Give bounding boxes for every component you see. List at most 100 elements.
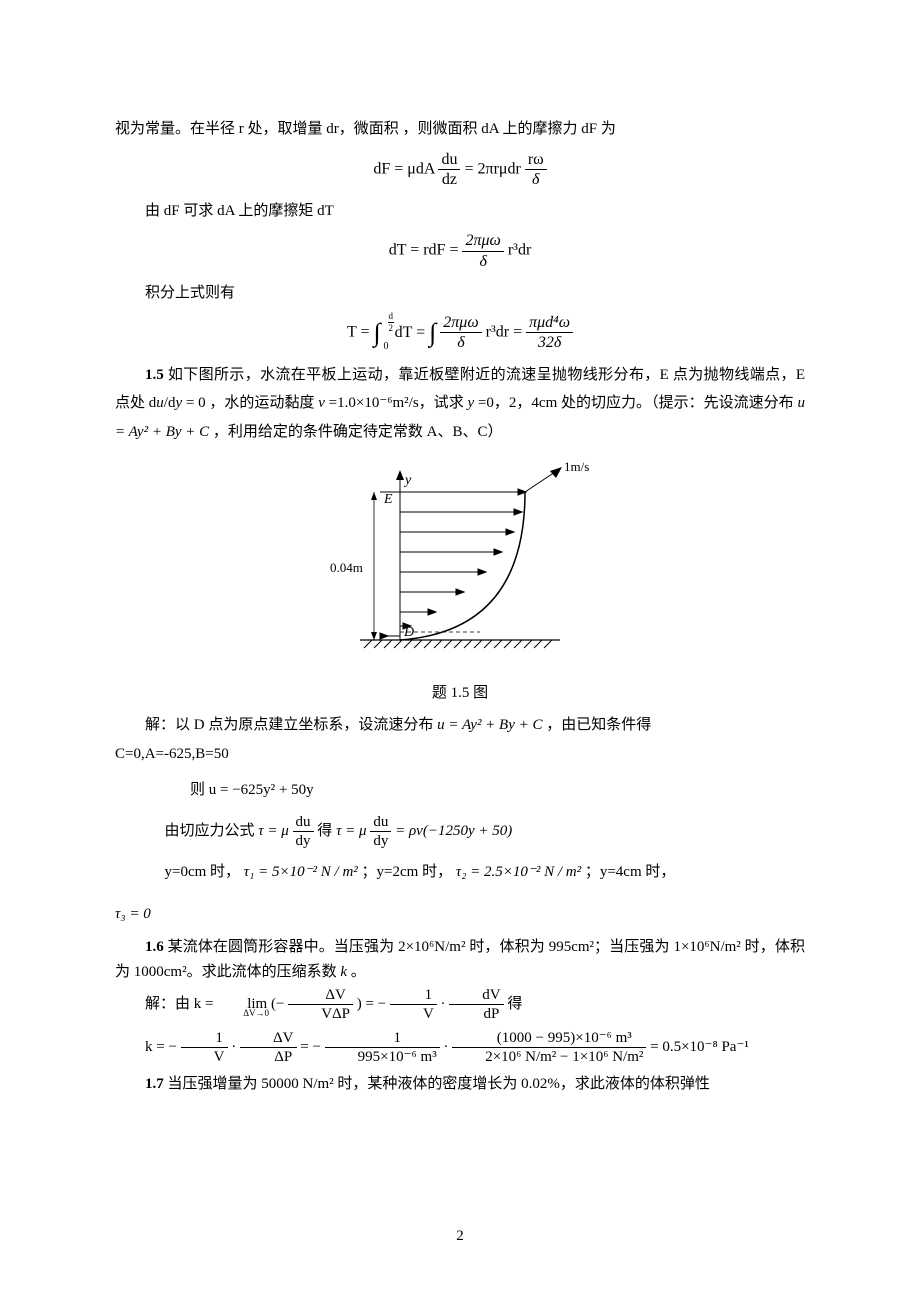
frac-num: du — [293, 813, 314, 832]
var-k: k — [337, 964, 351, 980]
frac-num: dV — [449, 986, 503, 1005]
frac-num: πμd⁴ω — [526, 313, 573, 333]
frac-num: du — [370, 813, 391, 832]
text: /d — [164, 395, 176, 411]
frac-den: δ — [462, 252, 503, 271]
text: ，利用给定的条件确定待定常数 A、B、C） — [213, 424, 503, 440]
text: =0，2，4cm 处的切应力。（提示：先设流速分布 — [474, 395, 794, 411]
frac-den: δ — [440, 333, 481, 352]
p15-body: 1.5 如下图所示，水流在平板上运动，靠近板壁附近的流速呈抛物线形分布，E 点为… — [115, 361, 805, 447]
eq-text: T = — [347, 324, 374, 341]
frac: du dz — [438, 150, 460, 189]
frac-num: ΔV — [240, 1029, 296, 1048]
text: 某流体在圆筒形容器中。当压强为 2×10⁶N/m² 时，体积为 995cm²；当… — [115, 939, 805, 981]
eq-text: r³dr = — [486, 324, 526, 341]
p16-sol-2: k = − 1 V · ΔV ΔP = − 1 995×10⁻⁶ m³ · (1… — [115, 1029, 805, 1066]
text: ，由已知条件得 — [546, 717, 651, 733]
intro-line1: 视为常量。在半径 r 处，取增量 dr，微面积 ，则微面积 dA 上的摩擦力 d… — [115, 115, 805, 144]
label-E: E — [383, 492, 393, 507]
frac-den: dz — [438, 170, 460, 189]
eq-text: = 2πrμdr — [464, 160, 520, 177]
frac-den: 2×10⁶ N/m² − 1×10⁶ N/m² — [452, 1048, 646, 1066]
dot: · — [231, 1039, 236, 1055]
frac: du dy — [370, 813, 391, 850]
eq-text: τ = μ — [336, 823, 367, 839]
page: 视为常量。在半径 r 处，取增量 dr，微面积 ，则微面积 dA 上的摩擦力 d… — [0, 0, 920, 1302]
eq-text: r³dr — [508, 242, 531, 259]
problem-number: 1.5 — [145, 367, 164, 383]
text: 解：由 k = — [145, 996, 217, 1012]
frac: dV dP — [449, 986, 503, 1023]
frac: 1 995×10⁻⁶ m³ — [325, 1029, 440, 1066]
dot: · — [441, 996, 446, 1012]
frac-num: ΔV — [288, 986, 353, 1005]
label-speed: 1m/s — [564, 459, 589, 474]
eq-text: k = − — [145, 1039, 177, 1055]
text: y=0cm 时， — [165, 864, 241, 880]
eq-text: τ₂ = 2.5×10⁻² N / m² — [456, 864, 585, 880]
frac-num: 2πμω — [440, 313, 481, 333]
text: 解：以 D 点为原点建立坐标系，设流速分布 — [145, 717, 433, 733]
p16-body: 1.6 某流体在圆筒形容器中。当压强为 2×10⁶N/m² 时，体积为 995c… — [115, 935, 805, 986]
frac-den: dy — [370, 832, 391, 850]
int-lower: 0 — [384, 341, 389, 353]
frac-den: 995×10⁻⁶ m³ — [325, 1048, 440, 1066]
var-nu: ν — [314, 395, 324, 411]
eq-text: = ρν(−1250y + 50) — [395, 823, 512, 839]
p15-tau3: τ₃ = 0 — [115, 900, 805, 929]
eq-text: = − — [300, 1039, 321, 1055]
eq-dF: dF = μdA du dz = 2πrμdr rω δ — [115, 150, 805, 189]
page-number: 2 — [0, 1222, 920, 1251]
frac: rω δ — [525, 150, 547, 189]
frac-num: (1000 − 995)×10⁻⁶ m³ — [452, 1029, 646, 1048]
p15-sol-1: 解：以 D 点为原点建立坐标系，设流速分布 u = Ay² + By + C ，… — [115, 711, 805, 740]
frac: 2πμω δ — [462, 231, 503, 270]
text: =1.0×10⁻⁶m²/s，试求 — [325, 395, 468, 411]
dot: · — [443, 1039, 448, 1055]
text: 由切应力公式 — [165, 823, 255, 839]
eq-text: dF = μdA — [373, 160, 434, 177]
problem-number: 1.6 — [145, 939, 164, 955]
label-y: y — [403, 473, 412, 488]
velocity-profile-svg: 1m/s y E D 0.04m — [310, 456, 610, 666]
frac-den: dP — [449, 1005, 503, 1023]
frac-den: dy — [293, 832, 314, 850]
eq-text: τ₃ = 0 — [115, 906, 151, 922]
eq-text: τ₁ = 5×10⁻² N / m² — [244, 864, 362, 880]
figure-caption: 题 1.5 图 — [115, 679, 805, 708]
text: 。 — [351, 964, 366, 980]
eq-text: (− — [271, 996, 284, 1012]
frac-num: d — [388, 311, 395, 323]
label-height: 0.04m — [330, 560, 363, 575]
frac-num: 2πμω — [462, 231, 503, 251]
label-D: D — [403, 625, 414, 640]
inline-eq: u = Ay² + By + C — [433, 717, 546, 733]
p15-tau-eq: 由切应力公式 τ = μ du dy 得 τ = μ du dy = ρν(−1… — [165, 813, 806, 850]
p15-then: 则 u = −625y² + 50y — [190, 776, 805, 805]
eq-text: dT = — [395, 324, 430, 341]
text: 当压强增量为 50000 N/m² 时，某种液体的密度增长为 0.02%，求此液… — [164, 1076, 710, 1092]
frac-num: 1 — [390, 986, 437, 1005]
frac-num: du — [438, 150, 460, 170]
frac-den: 32δ — [526, 333, 573, 352]
eq-text: dT = rdF = — [389, 242, 463, 259]
intro-line2: 由 dF 可求 dA 上的摩擦矩 dT — [115, 197, 805, 226]
frac-den: V — [181, 1048, 228, 1066]
frac-num: rω — [525, 150, 547, 170]
integral: ∫ d 2 0 — [374, 317, 381, 348]
p17-body: 1.7 当压强增量为 50000 N/m² 时，某种液体的密度增长为 0.02%… — [115, 1070, 805, 1099]
frac-den: VΔP — [288, 1005, 353, 1023]
frac-den: δ — [525, 170, 547, 189]
text: ；y=2cm 时， — [362, 864, 453, 880]
frac: ΔV VΔP — [288, 986, 353, 1023]
text: ；y=4cm 时， — [585, 864, 676, 880]
frac: ΔV ΔP — [240, 1029, 296, 1066]
text: 得 — [507, 996, 522, 1012]
p15-consts: C=0,A=-625,B=50 — [115, 740, 805, 769]
frac-den: 2 — [388, 323, 395, 334]
frac: (1000 − 995)×10⁻⁶ m³ 2×10⁶ N/m² − 1×10⁶ … — [452, 1029, 646, 1066]
frac-num: 1 — [181, 1029, 228, 1048]
lim-sub: ΔV→0 — [213, 1005, 269, 1022]
text: 得 — [317, 823, 332, 839]
problem-number: 1.7 — [145, 1076, 164, 1092]
